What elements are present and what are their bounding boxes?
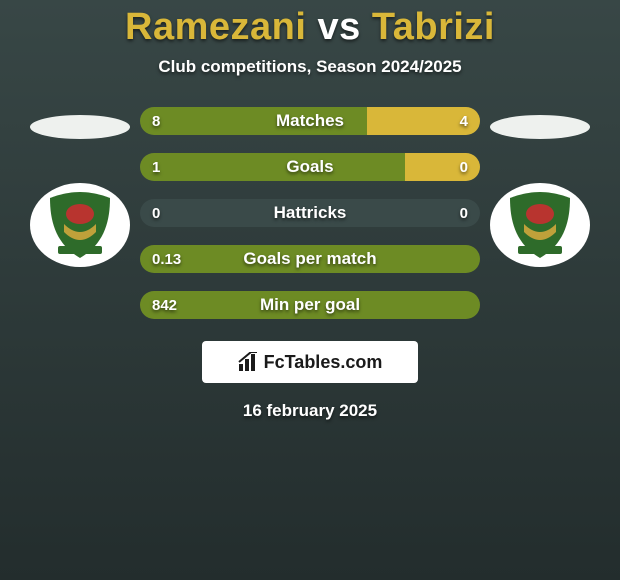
logo-text: FcTables.com [264, 352, 383, 373]
stat-label: Goals [140, 157, 480, 177]
stat-row: 00Hattricks [140, 199, 480, 227]
stat-row: 10Goals [140, 153, 480, 181]
stat-row: 842Min per goal [140, 291, 480, 319]
middle-row: 84Matches 10Goals 00Hattricks 0.13Goals per… [0, 107, 620, 319]
title-player1: Ramezani [125, 6, 306, 48]
stat-label: Goals per match [140, 249, 480, 269]
player2-club-badge [490, 183, 590, 267]
stat-label: Hattricks [140, 203, 480, 223]
page-title: Ramezani vs Tabrizi [125, 6, 495, 49]
stat-label: Matches [140, 111, 480, 131]
player2-silhouette [490, 115, 590, 139]
right-player-column [480, 107, 600, 267]
left-player-column [20, 107, 140, 267]
player1-club-badge [30, 183, 130, 267]
club-crest-icon [38, 188, 122, 262]
stats-column: 84Matches 10Goals 00Hattricks 0.13Goals per… [140, 107, 480, 319]
stat-row: 0.13Goals per match [140, 245, 480, 273]
stat-row: 84Matches [140, 107, 480, 135]
player1-silhouette [30, 115, 130, 139]
title-vs: vs [317, 6, 360, 48]
comparison-date: 16 february 2025 [243, 401, 377, 421]
bar-chart-icon [238, 352, 260, 372]
content: Ramezani vs Tabrizi Club competitions, S… [0, 0, 620, 580]
fctables-logo[interactable]: FcTables.com [202, 341, 418, 383]
stat-label: Min per goal [140, 295, 480, 315]
subtitle: Club competitions, Season 2024/2025 [158, 57, 461, 77]
title-player2: Tabrizi [372, 6, 495, 48]
club-crest-icon [498, 188, 582, 262]
